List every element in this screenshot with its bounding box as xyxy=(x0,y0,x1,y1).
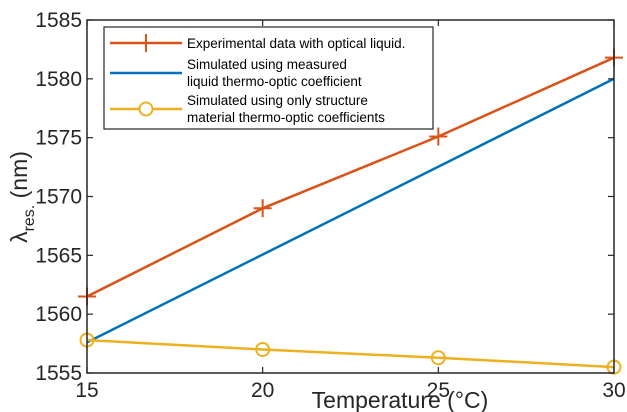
x-tick-label: 30 xyxy=(602,379,625,402)
series-3-point xyxy=(255,341,271,357)
legend-label: Experimental data with optical liquid. xyxy=(187,36,405,51)
y-tick-label: 1570 xyxy=(35,186,82,209)
legend-label: material thermo-optic coefficients xyxy=(187,110,385,125)
legend-entry-3: Simulated using only structure material … xyxy=(110,93,385,125)
legend-entry-2: Simulated using measured liquid thermo-o… xyxy=(110,57,362,89)
y-tick-label: 1585 xyxy=(35,9,82,32)
legend-entry-1: Experimental data with optical liquid. xyxy=(110,34,405,52)
axes: 15 20 25 30 1555 1560 1565 1570 1575 1580 1585 xyxy=(35,9,625,402)
series-2-line xyxy=(86,77,615,344)
y-axis-label: λres. (nm) xyxy=(6,151,38,243)
y-tick-label: 1560 xyxy=(35,303,82,326)
legend-label: Simulated using measured xyxy=(187,57,347,72)
y-tick-label: 1565 xyxy=(35,244,82,267)
series-1-point xyxy=(429,127,448,146)
legend-label: Simulated using only structure xyxy=(187,93,368,108)
series-1-line xyxy=(86,56,615,298)
y-tick-label: 1580 xyxy=(35,68,82,91)
x-tick-label: 15 xyxy=(75,379,98,402)
legend-marker xyxy=(138,101,154,117)
y-tick-label: 1575 xyxy=(35,127,82,150)
x-tick-label: 25 xyxy=(427,379,450,402)
x-tick-label: 20 xyxy=(251,379,274,402)
y-tick-label: 1555 xyxy=(35,362,82,385)
x-axis-label: Temperature (°C) xyxy=(312,387,489,412)
series-1-point xyxy=(253,199,272,218)
series-3-point xyxy=(430,350,446,366)
legend-label: liquid thermo-optic coefficient xyxy=(187,74,362,89)
legend: Experimental data with optical liquid. Si… xyxy=(103,26,434,130)
series-3-line xyxy=(86,338,615,369)
